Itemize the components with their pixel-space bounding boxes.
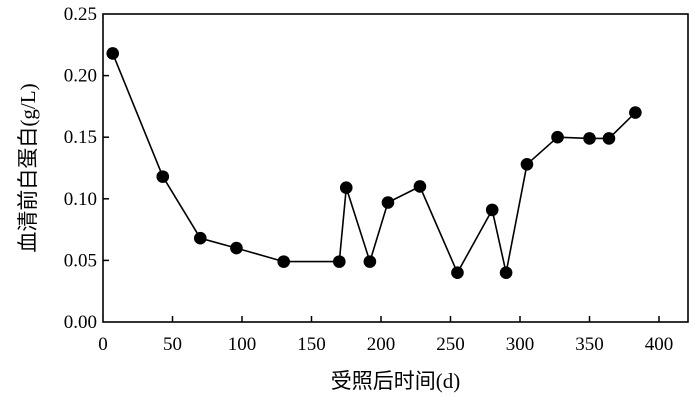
data-point	[602, 132, 616, 145]
data-point	[451, 266, 464, 280]
x-tick-label: 300	[506, 334, 535, 355]
data-point	[339, 181, 353, 195]
data-point	[583, 132, 596, 145]
data-point	[230, 241, 243, 255]
x-tick-label: 200	[367, 334, 396, 355]
data-point	[381, 196, 395, 209]
data-point	[363, 255, 377, 268]
tick-labels: 0 50 100 150 200 250 300 350 400 0.00 0.05 0.10 0.15…	[64, 4, 674, 355]
x-tick-label: 350	[575, 334, 604, 355]
data-point	[333, 255, 346, 268]
data-point	[551, 130, 564, 144]
y-tick-label: 0.20	[64, 66, 97, 87]
x-tick-label: 150	[297, 334, 326, 355]
data-point	[499, 266, 513, 280]
data-point	[629, 106, 642, 119]
y-tick-label: 0.00	[64, 312, 97, 333]
y-tick-label: 0.05	[64, 250, 97, 271]
data-point	[106, 47, 120, 60]
y-axis-title: 血清前白蛋白(g/L)	[16, 83, 40, 252]
x-tick-label: 400	[645, 334, 674, 355]
y-tick-label: 0.10	[64, 189, 97, 210]
x-tick-label: 100	[228, 334, 257, 355]
data-point	[277, 255, 291, 268]
plot-frame	[102, 13, 689, 323]
series-line	[111, 53, 636, 274]
data-series	[106, 47, 642, 280]
x-axis-title: 受照后时间(d)	[331, 369, 461, 393]
data-point	[156, 170, 170, 183]
data-point	[485, 203, 499, 217]
y-tick-label: 0.15	[64, 127, 97, 148]
axes	[102, 13, 689, 323]
y-tick-label: 0.25	[64, 4, 97, 25]
x-tick-label: 50	[163, 334, 182, 355]
x-tick-label: 250	[436, 334, 465, 355]
data-point	[413, 180, 427, 193]
data-point	[520, 158, 534, 171]
x-tick-label: 0	[98, 334, 108, 355]
data-point	[194, 231, 207, 245]
